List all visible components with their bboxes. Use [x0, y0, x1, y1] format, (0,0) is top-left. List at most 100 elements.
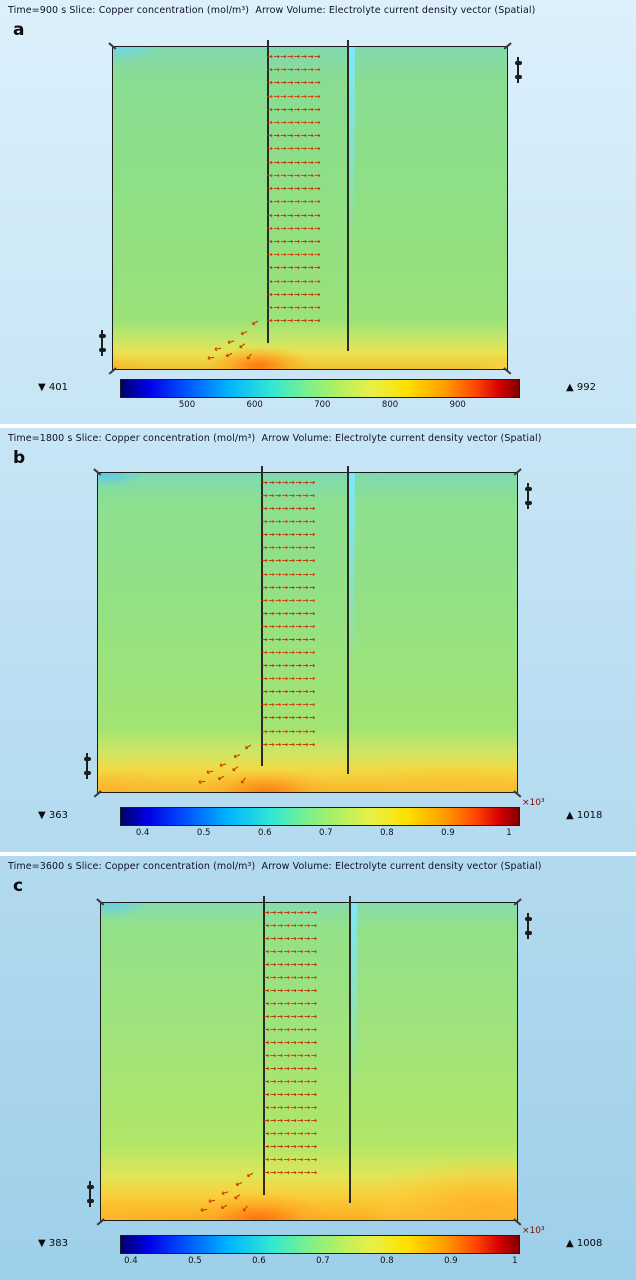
arrow-row: →→→→→→→→ [263, 920, 318, 930]
plot-title: Time=900 s Slice: Copper concentration (… [8, 5, 536, 16]
arrow-row: →→→→→→→→ [261, 569, 316, 579]
mount-pin-right [514, 56, 522, 83]
colorbar-wrap: 500 600 700 800 900 [120, 379, 520, 411]
arrow-row: →→→→→→→→ [261, 739, 316, 749]
arrow-row: →→→→→→→→ [266, 223, 321, 233]
arrow-row: →→→→→→→→ [263, 972, 318, 982]
arrow-row: →→→→→→→→ [263, 985, 318, 995]
current-fan-arrows: → → → → → → → → [180, 314, 271, 366]
arrow-row: →→→→→→→→ [263, 1050, 318, 1060]
fan-arrow: → [244, 1167, 256, 1181]
fan-arrow: → [213, 342, 223, 354]
arrow-row: →→→→→→→→ [266, 289, 321, 299]
up-triangle-icon: ▲ [566, 382, 574, 393]
fan-arrow: → [230, 1190, 243, 1203]
electrode-left [263, 896, 266, 1195]
fan-arrow: → [206, 351, 216, 363]
arrow-row: →→→→→→→→ [266, 302, 321, 312]
frame-corner-tick [513, 468, 522, 476]
colorbar-multiplier: ×10³ [522, 1226, 545, 1236]
colorbar-tick-label: 0.8 [380, 828, 394, 838]
up-triangle-icon: ▲ [566, 810, 574, 821]
arrow-row: →→→→→→→→ [261, 491, 316, 501]
colorbar-tick-label: 0.5 [188, 1256, 202, 1266]
arrow-row: →→→→→→→→ [261, 608, 316, 618]
plot-area: →→→→→→→→ →→→→→→→→ →→→→→→→→ →→→→→→→→ →→→→→→→→… [83, 466, 532, 797]
arrow-row: →→→→→→→→ [266, 170, 321, 180]
plot-area: →→→→→→→→ →→→→→→→→ →→→→→→→→ →→→→→→→→ →→→→→→→→… [98, 40, 522, 374]
mount-pin-left [98, 330, 106, 357]
arrow-row: →→→→→→→→ [266, 144, 321, 154]
concentration-slice [113, 47, 507, 369]
mount-pin-left [86, 1181, 94, 1208]
fan-arrow: → [199, 1203, 209, 1215]
arrow-row: →→→→→→→→ [261, 713, 316, 723]
max-value: 992 [576, 382, 596, 393]
fan-arrow: → [207, 1193, 217, 1206]
colorbar-tick-label: 1 [512, 1256, 518, 1266]
down-triangle-icon: ▼ [38, 810, 46, 821]
current-fan-arrows: → → → → → → → → [172, 1166, 268, 1217]
colorbar [120, 1235, 520, 1254]
colorbar-tick-label: 0.9 [444, 1256, 458, 1266]
colorbar-ticks: 500 600 700 800 900 [120, 398, 520, 411]
min-value: 383 [48, 1238, 68, 1249]
colorbar-tick-label: 0.7 [319, 828, 333, 838]
depleted-zone-strip [349, 47, 356, 225]
arrow-row: →→→→→→→→ [263, 1115, 318, 1125]
concentration-slice [101, 903, 517, 1220]
max-value: 1008 [576, 1238, 603, 1249]
colorbar [120, 807, 520, 826]
colorbar-tick-label: 600 [246, 400, 263, 410]
panel-label: b [13, 448, 26, 468]
plot-title: Time=3600 s Slice: Copper concentration … [8, 861, 542, 872]
arrow-row: →→→→→→→→ [263, 1102, 318, 1112]
arrow-row: →→→→→→→→ [266, 276, 321, 286]
electrode-right [347, 466, 350, 775]
colorbar-min-label: ▼ 401 [38, 382, 68, 393]
arrow-row: →→→→→→→→ [266, 236, 321, 246]
fan-arrow: → [220, 1186, 231, 1199]
arrow-row: →→→→→→→→ [263, 959, 318, 969]
arrow-row: →→→→→→→→ [263, 998, 318, 1008]
arrow-row: →→→→→→→→ [263, 1167, 318, 1177]
fan-arrow: → [233, 1177, 245, 1190]
colorbar-tick-label: 0.4 [124, 1256, 138, 1266]
fan-arrow: → [242, 739, 254, 753]
electrode-right [348, 896, 351, 1203]
fan-arrow: → [238, 325, 249, 338]
colorbar-max-label: ▲ 992 [566, 382, 596, 393]
fan-arrow: → [205, 765, 215, 777]
colorbar-tick-label: 0.6 [252, 1256, 266, 1266]
colorbar-max-label: ▲ 1018 [566, 810, 602, 821]
arrow-row: →→→→→→→→ [263, 1128, 318, 1138]
colorbar-tick-label: 800 [381, 400, 399, 410]
concentration-slice [98, 473, 517, 792]
arrow-row: →→→→→→→→ [266, 250, 321, 260]
arrow-row: →→→→→→→→ [266, 197, 321, 207]
panel-a: Time=900 s Slice: Copper concentration (… [0, 0, 636, 424]
colorbar-tick-label: 0.4 [135, 828, 150, 838]
fan-arrow: → [231, 748, 242, 762]
fan-arrow: → [238, 1201, 251, 1214]
fan-arrow: → [197, 775, 207, 787]
colorbar-ticks: 0.4 0.5 0.6 0.7 0.8 0.9 1 [120, 826, 520, 839]
colorbar-tick-label: 900 [449, 400, 466, 410]
arrow-row: →→→→→→→→ [263, 1076, 318, 1086]
fan-arrow: → [215, 771, 227, 784]
arrow-row: →→→→→→→→ [261, 634, 316, 644]
current-density-arrows: →→→→→→→→ →→→→→→→→ →→→→→→→→ →→→→→→→→ →→→→→→→→… [261, 479, 349, 754]
frame-corner-tick [513, 789, 522, 797]
arrow-row: →→→→→→→→ [263, 933, 318, 943]
arrow-row: →→→→→→→→ [263, 1011, 318, 1021]
colorbar-multiplier: ×10³ [522, 798, 545, 808]
frame-corner-tick [513, 898, 522, 906]
frame-corner-tick [503, 42, 512, 50]
arrow-row: →→→→→→→→ [261, 648, 316, 658]
arrow-row: →→→→→→→→ [263, 1089, 318, 1099]
arrow-row: →→→→→→→→ [261, 530, 316, 540]
colorbar-tick-label: 0.7 [316, 1256, 330, 1266]
colorbar-wrap: 0.4 0.5 0.6 0.7 0.8 0.9 1 [120, 1235, 520, 1267]
plot-title: Time=1800 s Slice: Copper concentration … [8, 433, 542, 444]
